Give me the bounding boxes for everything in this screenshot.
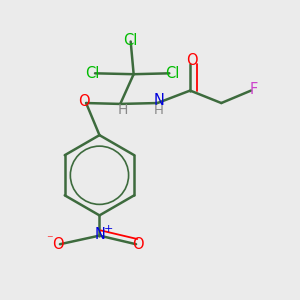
- Text: H: H: [118, 103, 128, 118]
- Text: O: O: [78, 94, 89, 109]
- Text: Cl: Cl: [124, 32, 138, 47]
- Text: N: N: [95, 226, 106, 242]
- Text: Cl: Cl: [165, 66, 179, 81]
- Text: O: O: [52, 237, 63, 252]
- Text: ⁻: ⁻: [46, 233, 52, 246]
- Text: Cl: Cl: [85, 66, 99, 81]
- Text: O: O: [186, 53, 197, 68]
- Text: +: +: [104, 224, 113, 234]
- Text: O: O: [133, 237, 144, 252]
- Text: N: N: [154, 93, 164, 108]
- Text: F: F: [249, 82, 258, 97]
- Text: H: H: [154, 104, 164, 117]
